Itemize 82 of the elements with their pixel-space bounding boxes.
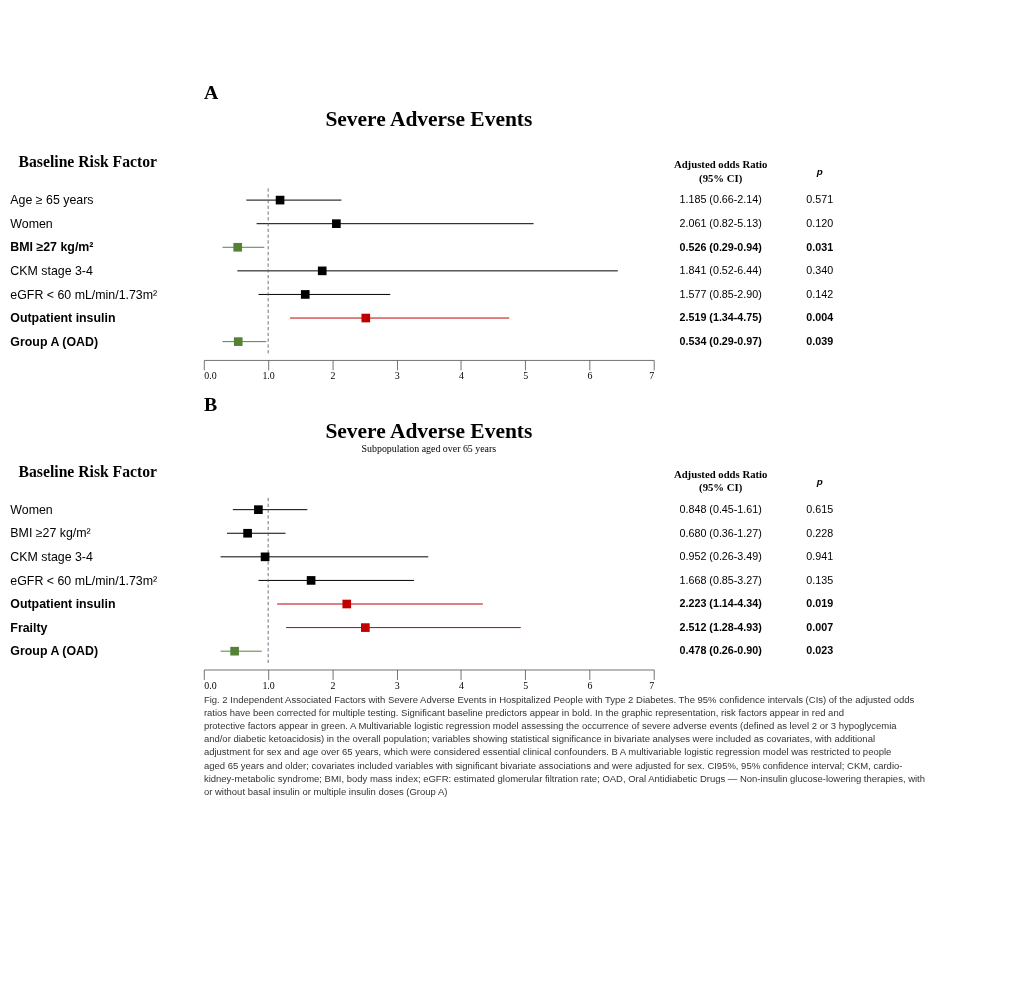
x-tick-label: 4: [458, 370, 464, 382]
point: [254, 505, 263, 514]
x-tick-label: 3: [394, 370, 400, 382]
x-tick-label: 6: [587, 679, 593, 691]
y-tick-label: BMI ≥27 kg/m²: [10, 240, 94, 255]
text: 0.023: [806, 644, 834, 657]
data-label: 0.680 (0.36-1.27): [679, 526, 762, 539]
x-tick-label: 1.0: [262, 370, 275, 382]
text: 0.007: [806, 620, 834, 633]
text: 0.340: [806, 264, 834, 277]
point: [230, 646, 239, 656]
data-label: 0.848 (0.45-1.61): [679, 502, 762, 515]
x-tick-label: 1.0: [262, 679, 275, 691]
x-tick-label: 2: [330, 370, 336, 382]
chart-title: Severe Adverse Events: [325, 106, 533, 131]
point: [233, 337, 243, 346]
text: B: [203, 393, 218, 416]
y-tick-label: Frailty: [10, 620, 48, 635]
y-tick-label: Women: [10, 502, 53, 517]
y-tick-label: Age ≥ 65 years: [10, 193, 94, 208]
y-tick-label: Women: [10, 216, 53, 231]
text: 0.004: [806, 311, 834, 324]
y-axis-title: Baseline Risk Factor: [18, 462, 158, 480]
y-tick-label: CKM stage 3-4: [10, 549, 93, 564]
data-label: 2.223 (1.14-4.34): [679, 597, 763, 610]
text: 0.941: [806, 550, 834, 563]
y-tick-label: Outpatient insulin: [10, 597, 116, 612]
data-label: 2.519 (1.34-4.75): [679, 311, 763, 324]
data-label: 2.061 (0.82-5.13): [679, 216, 762, 229]
text: 0.571: [806, 193, 834, 206]
x-tick-label: 2: [330, 679, 336, 691]
point: [342, 599, 352, 609]
text: 0.615: [806, 502, 834, 515]
chart-title: Severe Adverse Events: [325, 418, 533, 443]
text: 0.031: [806, 240, 834, 253]
y-tick-label: Group A (OAD): [10, 334, 99, 349]
data-label: 0.534 (0.29-0.97): [679, 334, 763, 347]
x-tick-label: 7: [649, 679, 655, 691]
x-tick-label: 5: [523, 370, 529, 382]
text: 0.019: [806, 597, 834, 610]
caption: Fig. 2 Independent Associated Factors with Severe Adverse Events in Hospitalized People with Type 2 Diabetes. The 95% confidence intervals (CIs) of the adjusted odds ratios have been corrected for multiple testing. Significant baseline predictors appear in bold. In the graphic representation, risk factors appear in red and protective factors appear in green. A Multivariable logistic regression model assessing the occurrence of severe adverse events (defined as level 2 or 3 hypoglycemia and/or diabetic ketoacidosis) in the overall population; variables showing statistical significance in bivariate analyses were included as covariates, with additional adjustment for sex and age over 65 years, which were considered essential clinical confounders. B A multivariable logistic regression model was restricted to people aged 65 years and older; covariates included variables with significant bivariate associations and were adjusted for sex. CI95%, 95% confidence interval; CKM, cardio-kidney-metabolic syndrome; BMI, body mass index; eGFR: estimated glomerular filtration rate; OAD, Oral Antidiabetic Drugs — Non-insulin glucose-lowering therapies, with or without basal insulin or multiple insulin doses (Group A): [203, 693, 926, 798]
x-tick-label: 0.0: [204, 370, 217, 382]
y-tick-label: eGFR < 60 mL/min/1.73m²: [10, 287, 158, 302]
text: 0.120: [806, 216, 834, 229]
point: [306, 576, 316, 585]
data-label: 0.526 (0.29-0.94): [679, 240, 763, 253]
y-tick-label: eGFR < 60 mL/min/1.73m²: [10, 573, 158, 588]
point: [243, 528, 252, 538]
x-tick-label: 0.0: [204, 679, 217, 691]
y-tick-label: BMI ≥27 kg/m²: [10, 526, 91, 541]
text: A: [203, 81, 219, 104]
text: 0.039: [806, 334, 834, 347]
data-label: 1.668 (0.85-3.27): [679, 573, 762, 586]
text: 0.142: [806, 287, 834, 300]
chart-subtitle: Subpopulation aged over 65 years: [361, 443, 497, 455]
text: 0.228: [806, 526, 834, 539]
text: Adjusted odds Ratio (95% CI): [673, 158, 768, 185]
y-tick-label: Group A (OAD): [10, 644, 99, 659]
text: Adjusted odds Ratio (95% CI): [673, 468, 768, 495]
text: p: [815, 166, 823, 178]
x-tick-label: 6: [587, 370, 593, 382]
point: [332, 219, 341, 229]
data-label: 0.952 (0.26-3.49): [679, 550, 762, 563]
data-label: 1.185 (0.66-2.14): [679, 193, 762, 206]
x-tick-label: 3: [394, 679, 400, 691]
point: [317, 266, 327, 276]
y-axis-title: Baseline Risk Factor: [18, 153, 158, 171]
data-label: 2.512 (1.28-4.93): [679, 620, 763, 633]
data-label: 1.577 (0.85-2.90): [679, 287, 762, 300]
y-tick-label: Outpatient insulin: [10, 311, 116, 326]
point: [361, 623, 370, 632]
point: [361, 313, 371, 323]
point: [233, 242, 243, 252]
y-tick-label: CKM stage 3-4: [10, 263, 93, 278]
x-tick-label: 5: [523, 679, 529, 691]
text: 0.135: [806, 573, 834, 586]
data-label: 1.841 (0.52-6.44): [679, 264, 762, 277]
x-tick-label: 7: [649, 370, 655, 382]
point: [300, 290, 310, 299]
x-tick-label: 4: [458, 679, 464, 691]
data-label: 0.478 (0.26-0.90): [679, 644, 763, 657]
text: p: [815, 475, 823, 487]
